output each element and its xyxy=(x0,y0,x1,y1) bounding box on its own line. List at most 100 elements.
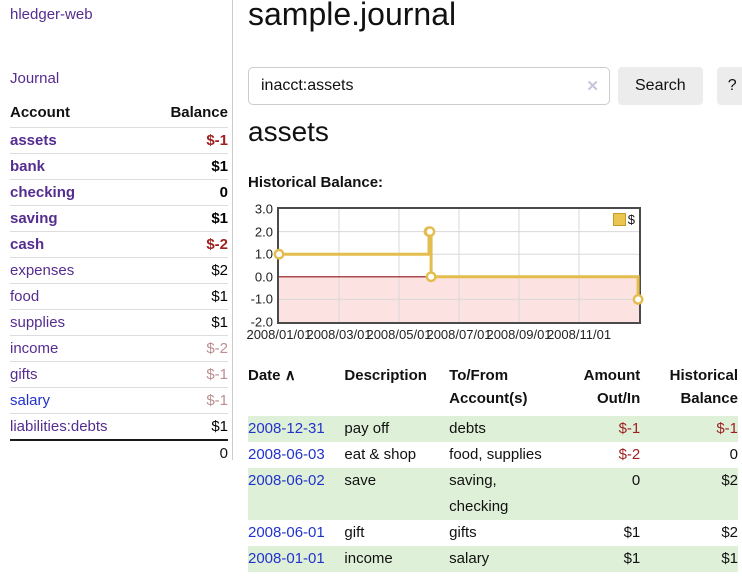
y-tick-label: 3.0 xyxy=(254,201,273,217)
sidebar-divider xyxy=(232,0,233,460)
transaction-description: eat & shop xyxy=(344,446,417,463)
register-header-date[interactable]: Date ∧ xyxy=(248,362,344,416)
transaction-amount: $-1 xyxy=(618,420,641,437)
account-balance: $-2 xyxy=(160,335,228,362)
chart-plot-area: $ xyxy=(273,207,644,324)
account-balance: $1 xyxy=(160,283,228,310)
account-balance: $-1 xyxy=(160,127,228,154)
transaction-accounts: food, supplies xyxy=(449,446,542,463)
y-tick-label: 0.0 xyxy=(254,269,273,285)
chart-legend: $ xyxy=(612,212,635,227)
account-row: income $-2 xyxy=(10,335,228,362)
account-row: food $1 xyxy=(10,283,228,310)
x-tick-label: 2008/09/01 xyxy=(486,327,552,342)
transaction-accounts: saving, checking xyxy=(449,472,509,515)
app-title-link[interactable]: hledger-web xyxy=(10,6,93,23)
account-link-income[interactable]: income xyxy=(10,340,59,357)
transaction-accounts: salary xyxy=(449,550,490,567)
x-tick-label: 2008/07/01 xyxy=(426,327,492,342)
account-link-bank[interactable]: bank xyxy=(10,158,46,175)
transaction-description: income xyxy=(344,550,393,567)
y-tick-label: -1.0 xyxy=(250,291,273,307)
x-tick-label: 2008/11/01 xyxy=(546,327,612,342)
transaction-accounts: debts xyxy=(449,420,486,437)
transaction-description: pay off xyxy=(344,420,390,437)
account-balance: $-2 xyxy=(160,231,228,258)
transaction-description: gift xyxy=(344,524,365,541)
data-point-marker xyxy=(273,248,285,260)
transaction-accounts: gifts xyxy=(449,524,477,541)
data-point-marker xyxy=(632,294,644,305)
accounts-header-balance: Balance xyxy=(170,104,228,121)
account-balance: $-1 xyxy=(160,387,228,414)
y-tick-label: 2.0 xyxy=(254,224,273,240)
transaction-amount: $-2 xyxy=(618,446,641,463)
help-button[interactable]: ? xyxy=(716,67,742,105)
legend-label: $ xyxy=(627,212,635,227)
accounts-total-value: 0 xyxy=(160,439,228,467)
search-button[interactable]: Search xyxy=(618,67,703,105)
transaction-amount: 0 xyxy=(631,472,641,489)
account-link-saving[interactable]: saving xyxy=(10,210,58,227)
account-link-cash[interactable]: cash xyxy=(10,236,45,253)
account-link-gifts[interactable]: gifts xyxy=(10,366,38,383)
account-row: liabilities:debts $1 xyxy=(10,413,228,440)
legend-swatch-icon xyxy=(612,213,626,226)
account-link-supplies[interactable]: supplies xyxy=(10,314,66,331)
account-row: checking 0 xyxy=(10,179,228,206)
account-heading: assets xyxy=(248,116,329,147)
account-row: cash $-2 xyxy=(10,231,228,258)
main-content: sample.journal ✕ Search ? assets Histori… xyxy=(246,0,742,582)
account-link-expenses[interactable]: expenses xyxy=(10,262,75,279)
chart-y-axis: 3.0 2.0 1.0 0.0 -1.0 -2.0 xyxy=(248,202,273,330)
account-balance: $-1 xyxy=(160,361,228,388)
account-link-food[interactable]: food xyxy=(10,288,40,305)
y-tick-label: -2.0 xyxy=(250,314,273,330)
accounts-table: Account Balance assets $-1 bank $1 checking 0… xyxy=(10,102,228,467)
account-balance: $1 xyxy=(160,205,228,232)
transaction-amount: $1 xyxy=(623,550,641,567)
transaction-balance: $2 xyxy=(721,524,738,541)
transaction-date-link[interactable]: 2008-06-03 xyxy=(248,446,325,463)
clear-search-icon[interactable]: ✕ xyxy=(586,78,599,95)
account-balance: 0 xyxy=(160,179,228,206)
account-link-assets[interactable]: assets xyxy=(10,132,57,149)
account-row: supplies $1 xyxy=(10,309,228,336)
account-balance: $1 xyxy=(160,413,228,440)
register-header-description: Description xyxy=(344,367,427,384)
register-table: Date ∧ Description To/From Account(s) Am… xyxy=(248,362,738,572)
chart-x-axis: 2008/01/01 2008/03/01 2008/05/01 2008/07/01… xyxy=(246,327,639,343)
nav-journal-link[interactable]: Journal xyxy=(10,70,60,87)
transaction-balance: $1 xyxy=(721,550,738,567)
x-tick-label: 2008/03/01 xyxy=(306,327,372,342)
transaction-balance: 0 xyxy=(729,446,738,463)
account-link-salary[interactable]: salary xyxy=(10,392,51,409)
transaction-balance: $2 xyxy=(721,472,738,489)
transaction-description: save xyxy=(344,472,377,489)
x-tick-label: 2008/01/01 xyxy=(246,327,312,342)
transaction-date-link[interactable]: 2008-01-01 xyxy=(248,550,325,567)
account-balance: $1 xyxy=(160,309,228,336)
account-row: salary $-1 xyxy=(10,387,228,414)
y-tick-label: 1.0 xyxy=(254,246,273,262)
account-link-checking[interactable]: checking xyxy=(10,184,76,201)
account-row: expenses $2 xyxy=(10,257,228,284)
transaction-date-link[interactable]: 2008-12-31 xyxy=(248,420,325,437)
transaction-balance: $-1 xyxy=(716,420,738,437)
transaction-date-link[interactable]: 2008-06-02 xyxy=(248,472,325,489)
search-input[interactable] xyxy=(249,68,609,104)
x-tick-label: 2008/05/01 xyxy=(366,327,432,342)
transaction-amount: $1 xyxy=(623,524,641,541)
search-row: ✕ Search ? xyxy=(248,67,742,105)
historical-balance-chart: 3.0 2.0 1.0 0.0 -1.0 -2.0 $ 2008/01/01 2008/03… xyxy=(246,200,678,348)
register-header-tofrom: To/From Account(s) xyxy=(449,367,528,407)
search-box: ✕ xyxy=(248,67,610,105)
page-title: sample.journal xyxy=(248,0,457,32)
account-link-liabilities-debts[interactable]: liabilities:debts xyxy=(10,418,108,435)
account-balance: $2 xyxy=(160,257,228,284)
account-balance: $1 xyxy=(160,153,228,180)
data-point-marker xyxy=(424,226,436,238)
transaction-date-link[interactable]: 2008-06-01 xyxy=(248,524,325,541)
accounts-header-account: Account xyxy=(10,104,70,121)
